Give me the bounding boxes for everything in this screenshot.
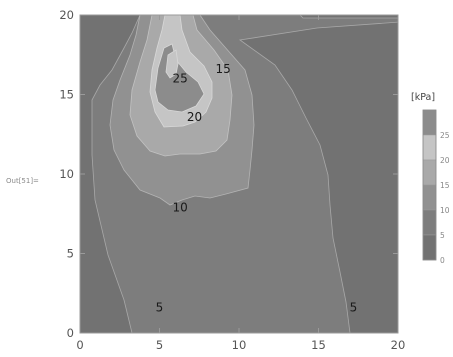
contour-regions xyxy=(80,15,398,333)
y-tick-label: 15 xyxy=(59,88,74,102)
contour-labels: 25 15 20 10 5 5 xyxy=(156,62,358,315)
x-tick-label: 0 xyxy=(76,338,83,352)
x-tick-label: 10 xyxy=(232,338,247,352)
y-tick-label: 20 xyxy=(59,8,74,22)
legend-tick-label: 5 xyxy=(440,231,445,240)
legend-tick-label: 15 xyxy=(440,181,450,190)
contour-label: 5 xyxy=(350,301,358,315)
legend-swatch xyxy=(422,134,437,161)
legend-tick-label: 0 xyxy=(440,256,445,265)
contour-label: 5 xyxy=(156,301,164,315)
legend-swatch xyxy=(422,209,437,236)
x-axis-ticks: 0 5 10 15 20 xyxy=(76,15,405,352)
y-tick-label: 0 xyxy=(67,326,74,340)
legend-tick-label: 10 xyxy=(440,206,450,215)
legend-tick-label: 20 xyxy=(440,156,450,165)
region-level-20-inner xyxy=(165,49,179,79)
legend-ticks: 25 20 15 10 5 0 xyxy=(440,131,450,265)
contour-label: 25 xyxy=(173,72,188,86)
x-tick-label: 20 xyxy=(391,338,406,352)
contour-label: 10 xyxy=(173,200,188,214)
legend-swatch xyxy=(422,159,437,186)
y-tick-label: 10 xyxy=(59,167,74,181)
output-cell-label: Out[51]= xyxy=(6,177,39,185)
legend: [kPa] 25 20 15 10 5 0 xyxy=(411,92,450,265)
y-axis-ticks: 0 5 10 15 20 xyxy=(59,8,398,340)
x-tick-label: 5 xyxy=(156,338,163,352)
legend-frame xyxy=(422,109,437,261)
legend-swatches xyxy=(422,109,437,261)
legend-swatch xyxy=(422,109,437,136)
contour-label: 15 xyxy=(215,62,230,76)
y-tick-label: 5 xyxy=(67,247,74,261)
contour-label: 20 xyxy=(187,110,202,124)
x-tick-label: 15 xyxy=(311,338,326,352)
legend-title: [kPa] xyxy=(411,92,435,103)
legend-tick-label: 25 xyxy=(440,131,450,140)
legend-swatch xyxy=(422,184,437,211)
legend-swatch xyxy=(422,234,437,261)
